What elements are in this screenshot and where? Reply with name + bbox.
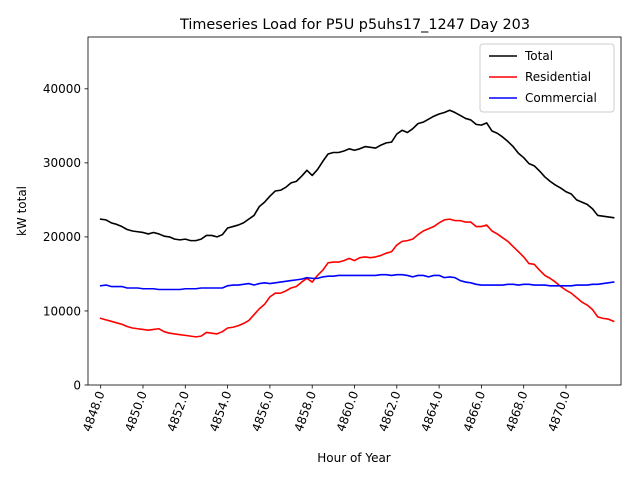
y-tick-label: 0 <box>73 378 81 392</box>
y-axis-label: kW total <box>15 186 29 236</box>
legend-label-residential: Residential <box>525 70 591 84</box>
x-axis-label: Hour of Year <box>317 451 391 465</box>
series-line-total <box>99 109 615 242</box>
y-tick-label: 40000 <box>43 82 81 96</box>
series-layer <box>99 109 615 338</box>
legend: Total Residential Commercial <box>479 43 615 113</box>
legend-frame <box>479 43 615 113</box>
chart-title: Timeseries Load for P5U p5uhs17_1247 Day… <box>179 17 530 33</box>
plot-frame <box>87 36 622 386</box>
y-tick-label: 20000 <box>43 230 81 244</box>
y-tick-label: 10000 <box>43 304 81 318</box>
legend-label-commercial: Commercial <box>525 91 597 105</box>
legend-label-total: Total <box>524 49 553 63</box>
y-tick-label: 30000 <box>43 156 81 170</box>
series-line-commercial <box>99 273 615 291</box>
series-line-residential <box>99 218 615 338</box>
